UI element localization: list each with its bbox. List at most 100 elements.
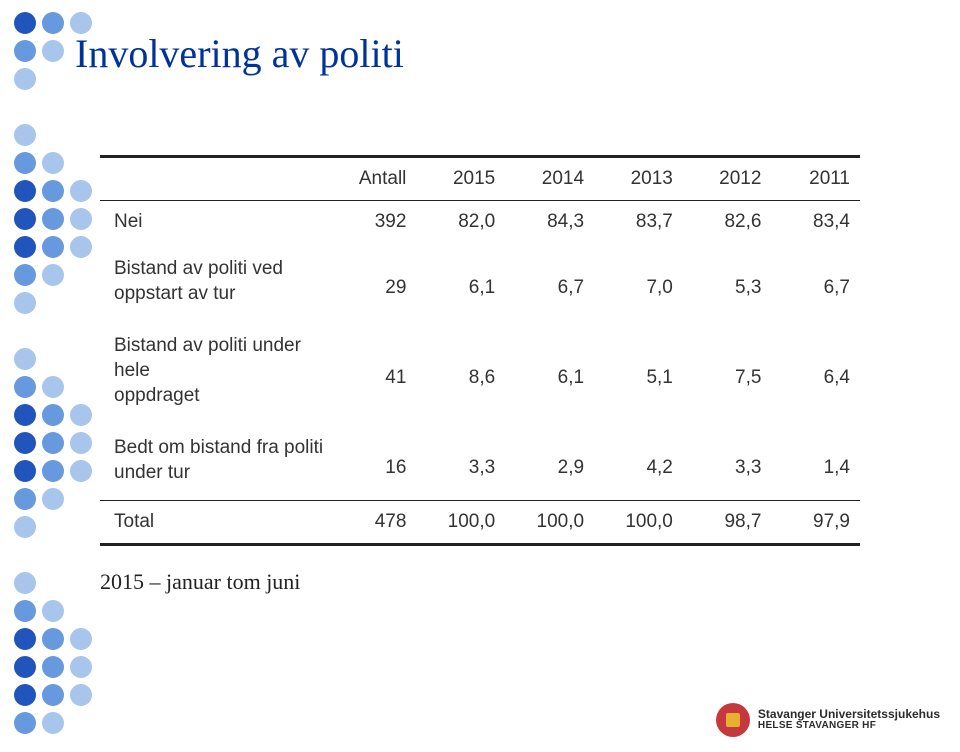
decorative-dot (14, 684, 36, 706)
data-table: Antall20152014201320122011Nei39282,084,3… (100, 155, 860, 546)
decorative-dot (70, 180, 92, 202)
decorative-dot (14, 488, 36, 510)
decorative-dot (14, 712, 36, 734)
decorative-dot (14, 180, 36, 202)
decorative-dot (14, 40, 36, 62)
decorative-dot (14, 460, 36, 482)
organization-logo: Stavanger Universitetssjukehus HELSE STA… (716, 703, 940, 737)
table-row-label-line2: under tur (100, 461, 337, 500)
decorative-dot (42, 264, 64, 286)
decorative-dot (14, 264, 36, 286)
table-cell: 82,0 (416, 201, 505, 244)
table-row-label: Total (100, 500, 337, 544)
decorative-dot (42, 236, 64, 258)
decorative-dot (42, 600, 64, 622)
decorative-dot (14, 348, 36, 370)
decorative-dot (14, 292, 36, 314)
table-cell: 29 (337, 243, 416, 320)
table-cell: 97,9 (771, 500, 860, 544)
table-cell: 83,7 (594, 201, 683, 244)
table-cell: 83,4 (771, 201, 860, 244)
table-cell: 6,7 (505, 243, 594, 320)
logo-line2: HELSE STAVANGER HF (758, 721, 940, 732)
decorative-dot (70, 236, 92, 258)
table-cell: 82,6 (683, 201, 772, 244)
logo-emblem-inner (726, 713, 740, 727)
decorative-dot (14, 628, 36, 650)
decorative-dot (70, 460, 92, 482)
table-row-label-line1: Bistand av politi under hele (100, 320, 337, 383)
decorative-dot (14, 68, 36, 90)
decorative-dot (14, 432, 36, 454)
table-cell: 2,9 (505, 422, 594, 500)
decorative-dot (42, 656, 64, 678)
table-cell: 478 (337, 500, 416, 544)
decorative-dot (14, 516, 36, 538)
table-cell: 100,0 (505, 500, 594, 544)
table-cell: 1,4 (771, 422, 860, 500)
table-cell: 8,6 (416, 320, 505, 422)
table-cell: 16 (337, 422, 416, 500)
page-title: Involvering av politi (75, 30, 404, 77)
table-cell: 5,3 (683, 243, 772, 320)
decorative-dot (14, 656, 36, 678)
table-row-label: Nei (100, 201, 337, 244)
table-cell: 7,5 (683, 320, 772, 422)
table-cell: 7,0 (594, 243, 683, 320)
table-row-label-line2: oppstart av tur (100, 282, 337, 321)
table-cell: 3,3 (683, 422, 772, 500)
table-cell: 84,3 (505, 201, 594, 244)
decorative-dot (70, 684, 92, 706)
decorative-dot (42, 628, 64, 650)
data-table-region: Antall20152014201320122011Nei39282,084,3… (100, 155, 860, 546)
logo-text: Stavanger Universitetssjukehus HELSE STA… (758, 708, 940, 731)
table-cell: 6,1 (416, 243, 505, 320)
table-row-label-line2: oppdraget (100, 384, 337, 423)
decorative-dot (42, 180, 64, 202)
decorative-dot (42, 432, 64, 454)
table-cell: 100,0 (594, 500, 683, 544)
table-header-cell: 2013 (594, 157, 683, 201)
decorative-dot (14, 236, 36, 258)
table-cell: 41 (337, 320, 416, 422)
decorative-dot (42, 404, 64, 426)
decorative-dot (14, 208, 36, 230)
decorative-dot (14, 600, 36, 622)
table-cell: 6,4 (771, 320, 860, 422)
table-header-cell: 2014 (505, 157, 594, 201)
decorative-dot (14, 124, 36, 146)
table-header-cell: 2015 (416, 157, 505, 201)
decorative-dot (70, 432, 92, 454)
decorative-dot (42, 40, 64, 62)
table-row-label-line1: Bistand av politi ved (100, 243, 337, 282)
decorative-dot (42, 684, 64, 706)
decorative-dot (14, 404, 36, 426)
decorative-dot (42, 376, 64, 398)
table-cell: 100,0 (416, 500, 505, 544)
table-header-cell: Antall (337, 157, 416, 201)
decorative-dot (42, 712, 64, 734)
decorative-dot (70, 404, 92, 426)
caption-text: 2015 – januar tom juni (100, 569, 300, 595)
table-header-blank (100, 157, 337, 201)
table-cell: 6,7 (771, 243, 860, 320)
decorative-dot (14, 376, 36, 398)
table-header-cell: 2012 (683, 157, 772, 201)
decorative-dot (42, 460, 64, 482)
table-cell: 6,1 (505, 320, 594, 422)
table-cell: 4,2 (594, 422, 683, 500)
decorative-dot (70, 208, 92, 230)
decorative-dot (70, 656, 92, 678)
decorative-dot (42, 488, 64, 510)
table-header-cell: 2011 (771, 157, 860, 201)
table-cell: 3,3 (416, 422, 505, 500)
logo-emblem (716, 703, 750, 737)
decorative-dot (14, 152, 36, 174)
table-cell: 98,7 (683, 500, 772, 544)
decorative-dot (14, 12, 36, 34)
decorative-dot (42, 208, 64, 230)
decorative-dot (42, 12, 64, 34)
decorative-dot-strip (0, 0, 90, 752)
table-cell: 5,1 (594, 320, 683, 422)
decorative-dot (14, 572, 36, 594)
